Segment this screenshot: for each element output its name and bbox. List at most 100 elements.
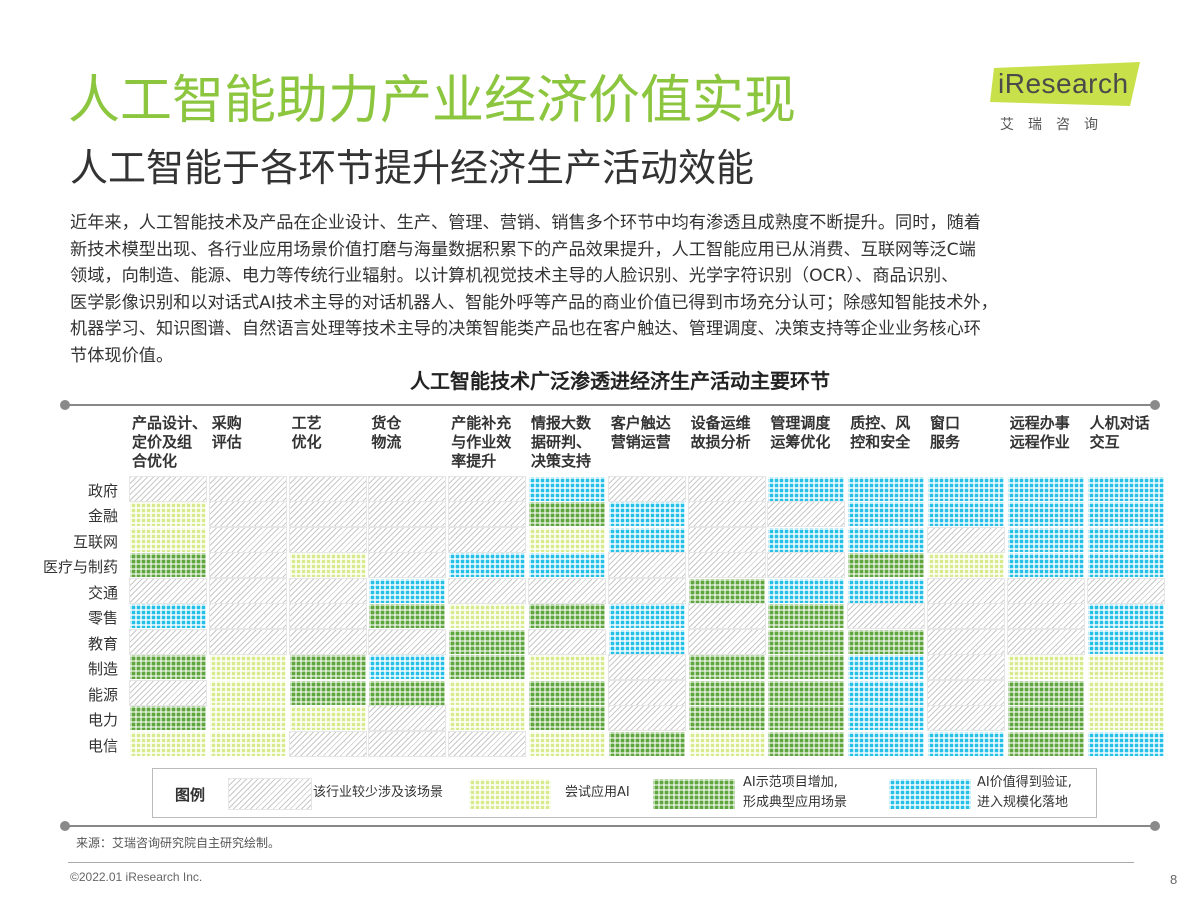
heatmap-cell — [130, 706, 206, 731]
paragraph-line: 医学影像识别和以对话式AI技术主导的对话机器人、智能外呼等产品的商业价值已得到市… — [70, 292, 998, 313]
top-rule — [64, 404, 1156, 406]
rule-dot — [60, 821, 70, 831]
page-subtitle: 人工智能于各环节提升经济生产活动效能 — [70, 146, 755, 190]
legend-label-level3: AI价值得到验证, 进入规模化落地 — [977, 775, 1072, 810]
heatmap-cell — [848, 655, 925, 680]
heatmap-cell — [687, 552, 766, 579]
chart-title: 人工智能技术广泛渗透进经济生产活动主要环节 — [410, 369, 830, 393]
column-header: 人机对话 交互 — [1089, 414, 1150, 451]
column-header: 管理调度 运筹优化 — [770, 414, 831, 451]
heatmap-cell — [927, 603, 1005, 630]
column-header: 远程办事 远程作业 — [1009, 414, 1070, 451]
heatmap-cell — [1087, 604, 1164, 629]
heatmap-cell — [368, 628, 447, 655]
legend-swatch-level3 — [889, 779, 971, 809]
legend-swatch-level0 — [228, 778, 312, 810]
heatmap-cell — [528, 628, 606, 655]
heatmap-cell — [368, 552, 447, 579]
heatmap-cell — [607, 654, 686, 681]
paragraph-line: 近年来，人工智能技术及产品在企业设计、生产、管理、营销、销售多个环节中均有渗透且… — [70, 213, 981, 233]
heatmap-cell — [369, 655, 446, 680]
heatmap-cell — [847, 603, 926, 630]
row-label: 零售 — [87, 609, 118, 628]
heatmap-cell — [768, 680, 845, 705]
heatmap-cell — [369, 578, 446, 603]
heatmap-cell — [529, 706, 605, 731]
legend-swatch-level1 — [469, 779, 551, 809]
heatmap-cell — [607, 552, 686, 579]
iresearch-logo: iResearch 艾瑞咨询 — [990, 62, 1140, 134]
heatmap-cell — [129, 628, 207, 655]
heatmap-cell — [369, 604, 446, 629]
heatmap-cell — [1087, 477, 1164, 501]
heatmap-cell — [768, 604, 845, 629]
row-label: 电信 — [87, 736, 118, 755]
heatmap-cell — [209, 706, 286, 731]
heatmap-cell — [449, 553, 526, 578]
heatmap-cell — [208, 603, 287, 630]
heatmap-cell — [449, 680, 526, 705]
column-header: 客户触达 营销运营 — [610, 414, 671, 451]
heatmap-cell — [1007, 731, 1084, 756]
heatmap-cell — [288, 526, 367, 553]
column-header: 工艺 优化 — [291, 414, 322, 451]
heatmap-cell — [130, 604, 206, 629]
heatmap-cell — [607, 705, 686, 732]
heatmap-cell — [529, 680, 605, 705]
heatmap-cell — [608, 731, 685, 756]
column-header: 货仓 物流 — [371, 414, 402, 451]
heatmap-cell — [768, 629, 845, 654]
row-label: 交通 — [87, 583, 118, 602]
heatmap-cell — [448, 730, 527, 757]
row-label: 医疗与制药 — [42, 558, 118, 577]
heatmap-cell — [448, 577, 527, 604]
heatmap-cell — [288, 603, 367, 630]
heatmap-cell — [848, 578, 925, 603]
heatmap-cell — [928, 477, 1004, 501]
heatmap-cell — [528, 577, 606, 604]
rule-dot — [1150, 400, 1160, 410]
heatmap-cell — [1087, 731, 1164, 756]
row-label: 互联网 — [72, 532, 118, 551]
heatmap-cell — [848, 477, 925, 501]
heatmap-cell — [1007, 655, 1084, 680]
heatmap-cell — [848, 706, 925, 731]
heatmap-cell — [529, 527, 605, 552]
heatmap-cell — [928, 553, 1004, 578]
heatmap-cell — [607, 476, 686, 502]
legend: 图例 该行业较少涉及该场景 尝试应用AI AI示范项目增加, 形成典型应用场景 … — [152, 768, 1097, 818]
heatmap-cell — [1087, 655, 1164, 680]
heatmap-cell — [529, 604, 605, 629]
heatmap-cell — [848, 680, 925, 705]
row-label: 政府 — [87, 482, 118, 500]
heatmap-cell — [607, 679, 686, 706]
column-header: 窗口 服务 — [930, 414, 961, 451]
heatmap-cell — [529, 731, 605, 756]
heatmap-cell — [1007, 527, 1084, 552]
heatmap-cell — [448, 501, 527, 528]
heatmap-cell — [209, 655, 286, 680]
heatmap-cell — [368, 705, 447, 732]
logo-text: iResearch — [998, 68, 1129, 99]
heatmap-cell — [687, 603, 766, 630]
heatmap-cell — [130, 655, 206, 680]
paragraph-line: 新技术模型出现、各行业应用场景价值打磨与海量数据积累下的产品效果提升，人工智能应… — [70, 239, 976, 260]
heatmap-cell — [449, 629, 526, 654]
heatmap-cell — [927, 628, 1005, 655]
page-title: 人工智能助力产业经济价值实现 — [68, 71, 797, 131]
rule-dot — [60, 400, 70, 410]
heatmap-cell — [608, 629, 685, 654]
heatmap-cell — [1087, 629, 1164, 654]
heatmap-cell — [288, 476, 367, 502]
heatmap-cell — [687, 526, 766, 553]
heatmap-cell — [289, 680, 366, 705]
heatmap-cell — [448, 476, 527, 502]
heatmap-cell — [208, 476, 287, 502]
heatmap-cell — [928, 502, 1004, 527]
heatmap-cell — [1007, 553, 1084, 578]
heatmap-cell — [687, 476, 766, 502]
rule-dot — [1150, 821, 1160, 831]
legend-label-level0: 该行业较少涉及该场景 — [313, 785, 444, 800]
heatmap-cell — [529, 477, 605, 501]
heatmap-cell — [1007, 706, 1084, 731]
